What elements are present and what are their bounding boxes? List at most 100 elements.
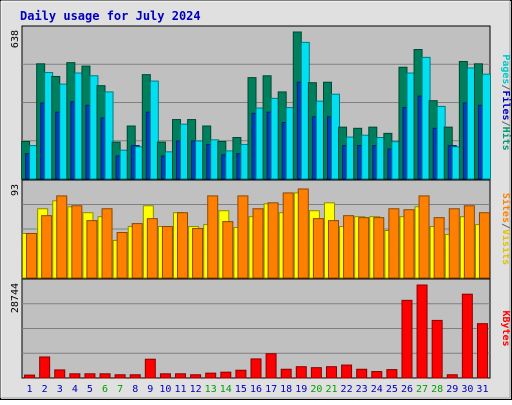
bar-sites-day-26 [403,209,415,279]
bar-sites-day-10 [161,226,173,279]
bar-kbytes-day-9 [144,358,156,379]
y-max-label: 638 [10,30,21,48]
bar-kbytes-day-28 [431,319,443,379]
y-max-label: 93 [10,184,21,196]
bar-kbytes-day-27 [416,284,428,379]
x-tick-label: 25 [386,384,398,395]
bar-kbytes-day-14 [220,371,232,379]
x-tick-label: 30 [461,384,473,395]
x-tick-label: 15 [235,384,247,395]
bar-kbytes-day-20 [310,367,322,379]
x-tick-label: 23 [356,384,368,395]
y-axis-label-part: Sites [500,193,512,223]
x-tick-label: 28 [431,384,443,395]
bar-sites-day-30 [463,205,475,279]
y-max-label: 28744 [10,283,21,313]
bar-sites-day-21 [327,220,339,279]
x-tick-label: 21 [325,384,337,395]
bar-pages-day-31 [481,73,491,180]
bar-kbytes-day-12 [190,374,202,379]
x-tick-label: 20 [310,384,322,395]
bar-kbytes-day-10 [159,373,171,379]
x-tick-label: 9 [147,384,153,395]
y-axis-label-part: / [500,84,511,90]
bar-kbytes-day-2 [39,356,51,379]
y-axis-label: Sites/Visits [500,193,512,265]
bar-sites-day-17 [267,202,279,279]
bar-sites-day-12 [192,228,204,279]
x-tick-label: 31 [476,384,488,395]
x-tick-label: 29 [446,384,458,395]
bar-kbytes-day-7 [114,374,126,379]
bar-sites-day-16 [252,208,264,279]
bar-pages-day-9 [149,80,159,180]
bar-sites-day-25 [388,208,400,279]
bar-kbytes-day-24 [371,371,383,379]
x-tick-label: 10 [159,384,171,395]
bar-sites-day-4 [71,205,83,279]
x-tick-label: 3 [57,384,63,395]
bar-kbytes-day-25 [386,369,398,379]
x-tick-label: 18 [280,384,292,395]
y-axis-label-part: Hits [500,127,512,151]
x-tick-label: 16 [250,384,262,395]
x-tick-label: 19 [295,384,307,395]
bar-sites-day-23 [358,217,370,279]
x-tick-label: 13 [205,384,217,395]
bar-kbytes-day-13 [205,372,217,379]
x-tick-label: 6 [102,384,108,395]
x-tick-label: 17 [265,384,277,395]
bar-sites-day-20 [312,218,324,279]
bar-kbytes-day-6 [99,373,111,379]
x-tick-label: 26 [401,384,413,395]
chart-title: Daily usage for July 2024 [20,9,201,23]
bar-kbytes-day-29 [446,374,458,379]
bar-kbytes-day-16 [250,358,262,379]
y-axis-label: KBytes [500,310,511,346]
x-tick-label: 2 [42,384,48,395]
x-tick-label: 22 [341,384,353,395]
bar-kbytes-day-22 [341,364,353,379]
x-tick-label: 14 [220,384,232,395]
bar-kbytes-day-8 [129,374,141,379]
bar-sites-day-8 [131,223,143,279]
bar-kbytes-day-5 [84,373,96,379]
x-tick-label: 11 [174,384,186,395]
x-tick-label: 24 [371,384,383,395]
x-tick-label: 4 [72,384,78,395]
bar-kbytes-day-11 [175,373,187,379]
bar-sites-day-6 [101,208,113,279]
x-tick-label: 12 [190,384,202,395]
bar-kbytes-day-3 [54,369,66,379]
x-tick-label: 8 [132,384,138,395]
bar-kbytes-day-23 [356,368,368,379]
panel-kbytes: 28744 KBytes [10,278,511,379]
bar-sites-day-27 [418,195,430,279]
y-axis-label-part: Files [500,90,512,120]
x-tick-label: 7 [117,384,123,395]
bar-pages-day-6 [104,91,114,180]
y-axis-label-part: / [500,223,511,229]
bar-kbytes-day-26 [401,299,413,379]
bar-sites-day-1 [26,232,38,279]
y-axis-label-part: Visits [500,229,512,265]
bar-sites-day-24 [373,217,385,279]
y-axis-label: Pages/Files/Hits [500,54,512,150]
x-tick-label: 5 [87,384,93,395]
bar-kbytes-day-1 [24,374,36,379]
bar-sites-day-3 [56,195,68,279]
y-axis-label-part: KBytes [500,310,511,346]
bar-sites-day-7 [116,231,128,279]
bar-sites-day-29 [448,208,460,279]
bar-kbytes-day-31 [476,323,488,379]
x-tick-label: 27 [416,384,428,395]
panel-visits-sites: 93 Sites/Visits [10,179,512,279]
bar-sites-day-15 [237,195,249,279]
bar-kbytes-day-17 [265,353,277,379]
bar-kbytes-day-21 [325,366,337,379]
x-tick-label: 1 [27,384,33,395]
bar-kbytes-day-30 [461,293,473,379]
